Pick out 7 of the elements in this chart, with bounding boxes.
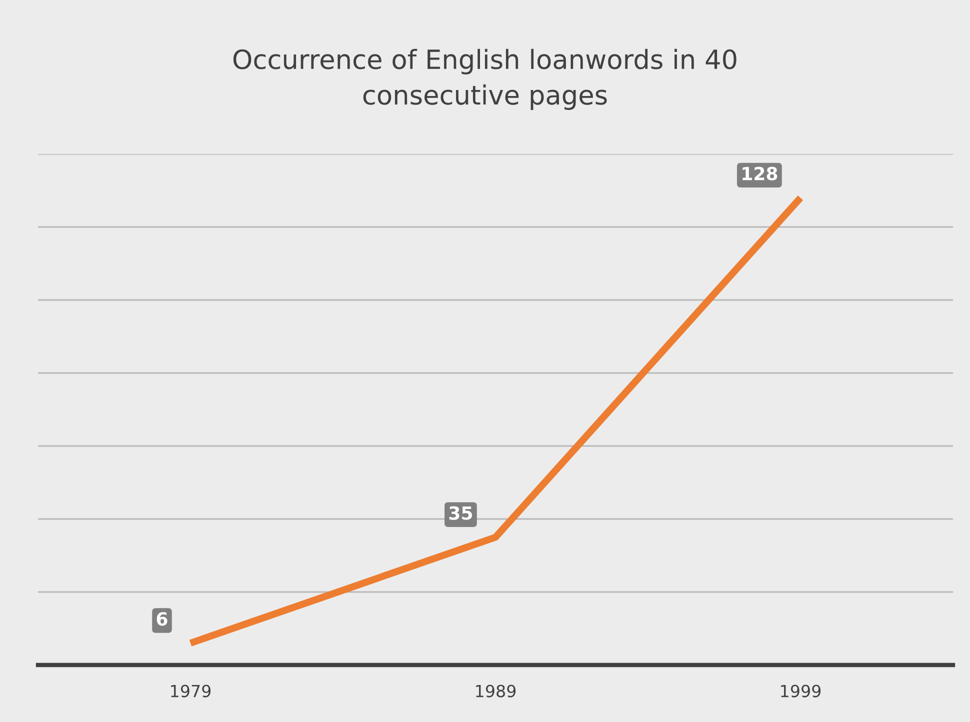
data-label: 35 bbox=[449, 506, 472, 520]
data-label: 128 bbox=[742, 166, 778, 180]
x-tick-label: 1979 bbox=[171, 684, 211, 698]
x-tick-label: 1999 bbox=[781, 684, 821, 698]
chart-title: Occurrence of English loanwords in 40 consecutive pages bbox=[233, 48, 736, 110]
x-tick-label: 1989 bbox=[476, 684, 516, 698]
data-label: 6 bbox=[156, 612, 168, 626]
